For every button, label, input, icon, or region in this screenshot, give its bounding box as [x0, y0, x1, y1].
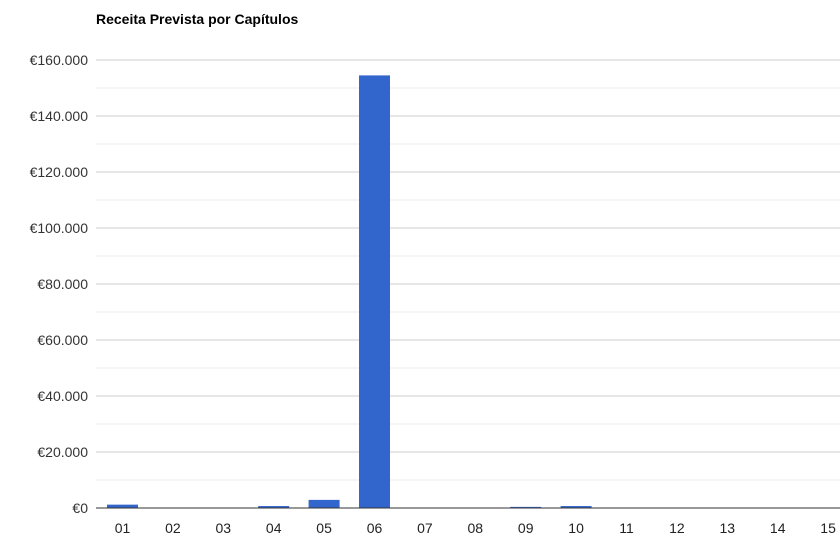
bar-series: [107, 75, 592, 509]
bar-05: [308, 499, 340, 508]
bar-09: [510, 506, 542, 508]
x-tick-label: 10: [568, 520, 584, 536]
x-axis-ticks: 01 02 03 04 05 06 07 08 09 10 11 12 13 14 15: [115, 520, 836, 536]
x-tick-label: 06: [367, 520, 383, 536]
y-axis-ticks: €0 €20.000 €40.000 €60.000 €80.000 €100.000 €1…: [30, 52, 89, 516]
x-tick-label: 08: [468, 520, 484, 536]
x-tick-label: 14: [770, 520, 786, 536]
bar-06: [359, 75, 390, 509]
x-tick-label: 09: [518, 520, 534, 536]
y-tick-label: €160.000: [30, 52, 89, 68]
y-tick-label: €60.000: [37, 332, 88, 348]
y-tick-label: €140.000: [30, 108, 89, 124]
x-tick-label: 03: [216, 520, 232, 536]
y-tick-label: €100.000: [30, 220, 89, 236]
bar-01: [107, 504, 138, 508]
x-tick-label: 07: [417, 520, 433, 536]
x-tick-label: 15: [820, 520, 836, 536]
y-tick-label: €80.000: [37, 276, 88, 292]
y-tick-label: €120.000: [30, 164, 89, 180]
y-tick-label: €20.000: [37, 444, 88, 460]
y-tick-label: €40.000: [37, 388, 88, 404]
x-tick-label: 11: [619, 520, 634, 536]
gridlines: [96, 59, 840, 481]
x-tick-label: 04: [266, 520, 282, 536]
x-tick-label: 13: [720, 520, 736, 536]
y-tick-label: €0: [72, 500, 88, 516]
bar-10: [560, 506, 592, 508]
x-tick-label: 02: [165, 520, 181, 536]
x-tick-label: 01: [115, 520, 131, 536]
x-tick-label: 05: [316, 520, 332, 536]
x-tick-label: 12: [669, 520, 685, 536]
bar-04: [258, 506, 290, 508]
chart-title: Receita Prevista por Capítulos: [96, 11, 299, 27]
